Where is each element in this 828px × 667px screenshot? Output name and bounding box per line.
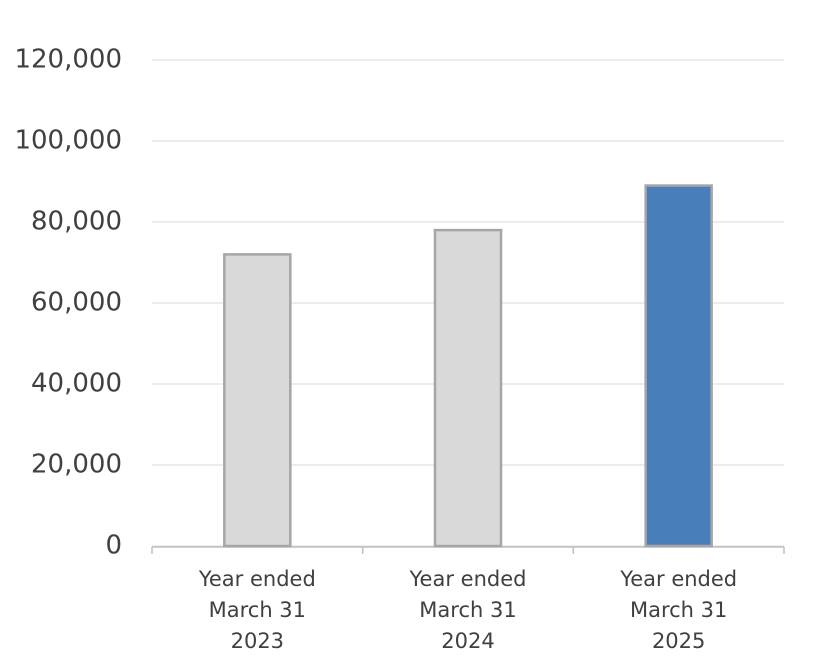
x-tick-label: Year ended <box>409 567 527 591</box>
x-tick-label: 2025 <box>652 629 705 653</box>
x-tick-label: March 31 <box>419 598 516 622</box>
x-tick-label: March 31 <box>630 598 727 622</box>
x-tick-label: Year ended <box>198 567 316 591</box>
bar <box>433 228 503 548</box>
y-tick-label: 40,000 <box>31 369 122 399</box>
x-tick-label: Year ended <box>619 567 737 591</box>
x-tick-label: 2024 <box>441 629 494 653</box>
y-tick-label: 120,000 <box>14 45 122 75</box>
x-tick-label: March 31 <box>209 598 306 622</box>
y-tick-label: 0 <box>105 531 122 561</box>
y-tick-label: 20,000 <box>31 450 122 480</box>
y-tick-label: 80,000 <box>31 207 122 237</box>
bar <box>644 184 713 548</box>
y-tick-label: 100,000 <box>14 126 122 156</box>
y-tick-label: 60,000 <box>31 288 122 318</box>
bar <box>223 253 292 548</box>
x-tick-label: 2023 <box>231 629 284 653</box>
